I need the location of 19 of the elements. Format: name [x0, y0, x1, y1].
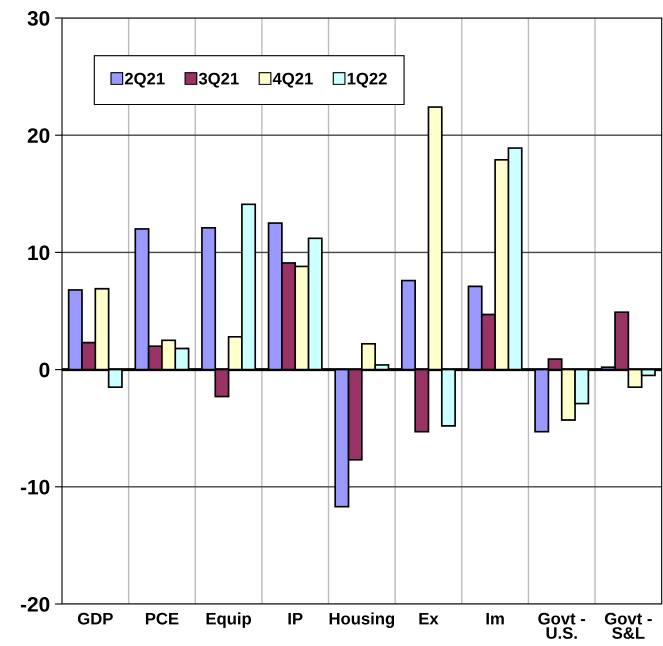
x-tick-label: Equip [206, 612, 252, 628]
x-tick-label: Govt - U.S. [538, 612, 586, 639]
y-tick-label: -10 [20, 480, 50, 495]
y-tick-label: 10 [28, 245, 50, 260]
legend-label: 3Q21 [198, 72, 239, 88]
x-tick-label: IP [288, 612, 303, 624]
x-tick-label: Ex [419, 612, 439, 624]
legend-label: 2Q21 [124, 72, 165, 88]
x-tick-label: Housing [330, 612, 394, 628]
x-tick-label: GDP [78, 612, 113, 625]
legend-label: 4Q21 [272, 72, 313, 88]
legend-label: 1Q22 [348, 72, 387, 88]
y-tick-label: 30 [28, 11, 50, 26]
y-tick-label: -20 [20, 597, 50, 612]
x-tick-label: PCE [146, 612, 178, 625]
x-tick-label: Im [486, 612, 504, 624]
y-tick-label: 20 [28, 128, 50, 143]
x-tick-label: Govt - S&L [604, 612, 652, 639]
y-tick-label: 0 [39, 362, 50, 378]
